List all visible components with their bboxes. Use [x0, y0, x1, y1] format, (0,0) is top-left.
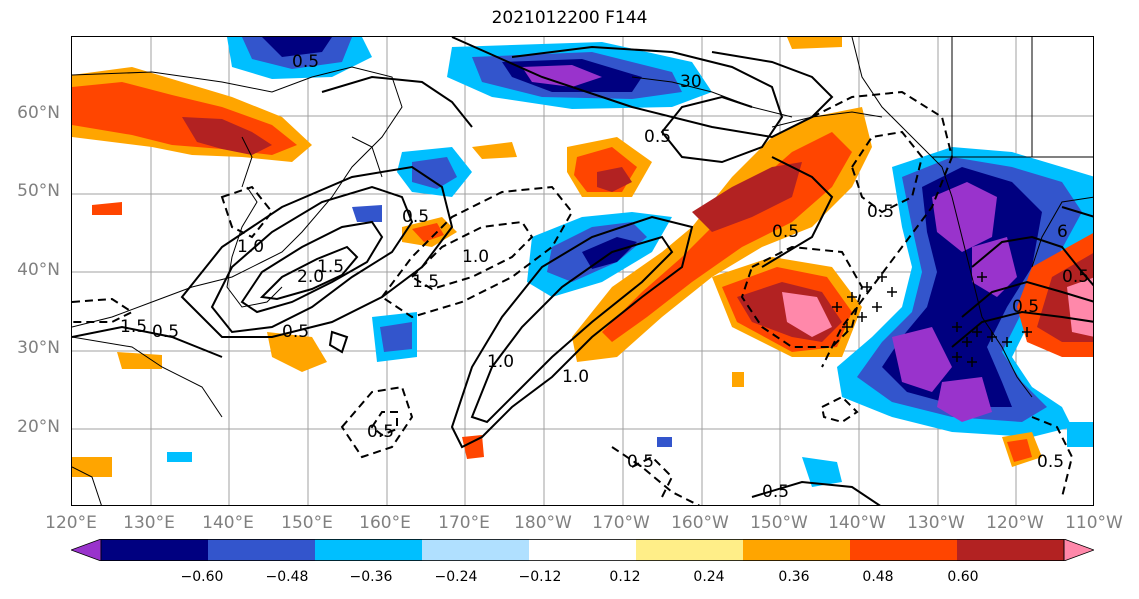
contour-label: 1.5: [120, 317, 147, 337]
lon-label: 140°W: [828, 513, 886, 533]
contour-label: 0.5: [627, 452, 654, 472]
lat-label: 30°N: [17, 338, 60, 358]
lon-label: 150°W: [750, 513, 808, 533]
colorbar-tick: −0.60: [180, 569, 224, 585]
colorbar-extend-high: [1063, 539, 1094, 561]
lon-label: 180°W: [514, 513, 572, 533]
lon-label: 160°W: [671, 513, 729, 533]
colorbar-cell: [208, 539, 316, 561]
contour-label: 1.0: [562, 367, 589, 387]
contour-label: 0.5: [644, 127, 671, 147]
lon-label: 120°W: [986, 513, 1044, 533]
contour-label: 0.5: [402, 207, 429, 227]
colorbar-cell: [101, 539, 209, 561]
colorbar-cell: [850, 539, 958, 561]
lon-label: 160°E: [359, 513, 411, 533]
map-title: 2021012200 F144: [491, 8, 648, 28]
contour-label: 0.5: [762, 482, 789, 502]
lat-label: 20°N: [17, 417, 60, 437]
contour-label: 0.5: [152, 322, 179, 342]
colorbar-outline: [100, 539, 1065, 561]
lat-label: 60°N: [17, 103, 60, 123]
contours-positive: [72, 37, 1093, 505]
lon-label: 130°E: [123, 513, 175, 533]
contour-label: 0.5: [1012, 297, 1039, 317]
colorbar-tick: −0.24: [434, 569, 478, 585]
colorbar-cell: [636, 539, 744, 561]
colorbar-tick: −0.36: [349, 569, 393, 585]
colorbar-tick: −0.12: [518, 569, 562, 585]
colorbar-tick: −0.48: [265, 569, 309, 585]
colorbar-cell: [743, 539, 851, 561]
contour-label: 1.0: [237, 237, 264, 257]
colorbar-cell: [957, 539, 1065, 561]
contour-label: 0.5: [867, 202, 894, 222]
coastlines: [72, 37, 1093, 505]
colorbar: [71, 539, 1094, 561]
contours-negative: [72, 90, 1074, 505]
map-panel: 0.5 30 0.5 0.5 1.0 1.0 1.5 2.0 1.5 0.5 1…: [71, 36, 1094, 506]
lon-label: 120°E: [45, 513, 97, 533]
lon-label: 110°W: [1065, 513, 1123, 533]
colorbar-cell: [422, 539, 530, 561]
lat-label: 50°N: [17, 181, 60, 201]
contour-label: 2.0: [297, 267, 324, 287]
contour-label: 0.5: [282, 322, 309, 342]
colorbar-tick: 0.48: [862, 569, 894, 585]
contour-label: 0.5: [1062, 267, 1089, 287]
contour-label: 1.0: [462, 247, 489, 267]
contour-label-group: 0.5 30 0.5 0.5 1.0 1.0 1.5 2.0 1.5 0.5 1…: [120, 52, 1089, 502]
contour-label: 0.5: [367, 422, 394, 442]
contour-label: 30: [680, 72, 702, 92]
lat-label: 40°N: [17, 260, 60, 280]
shaded-field: [72, 37, 1093, 487]
lon-label: 150°E: [281, 513, 333, 533]
colorbar-cell: [315, 539, 423, 561]
contour-label: 1.0: [487, 352, 514, 372]
contour-label: 1.5: [317, 257, 344, 277]
contour-label: 6: [1057, 222, 1068, 242]
plus-markers: [832, 272, 1032, 367]
colorbar-extend-low: [71, 539, 102, 561]
lon-label: 130°W: [907, 513, 965, 533]
contour-label: 0.5: [1037, 452, 1064, 472]
lon-label: 140°E: [202, 513, 254, 533]
colorbar-tick: 0.24: [693, 569, 725, 585]
contour-label: 0.5: [292, 52, 319, 72]
colorbar-tick: 0.12: [609, 569, 641, 585]
map-svg: 0.5 30 0.5 0.5 1.0 1.0 1.5 2.0 1.5 0.5 1…: [72, 37, 1093, 505]
colorbar-tick: 0.36: [778, 569, 810, 585]
contour-label: 0.5: [772, 222, 799, 242]
lon-label: 170°W: [592, 513, 650, 533]
colorbar-cell: [529, 539, 637, 561]
lon-label: 170°E: [438, 513, 490, 533]
colorbar-tick: 0.60: [947, 569, 979, 585]
contour-label: 1.5: [412, 272, 439, 292]
